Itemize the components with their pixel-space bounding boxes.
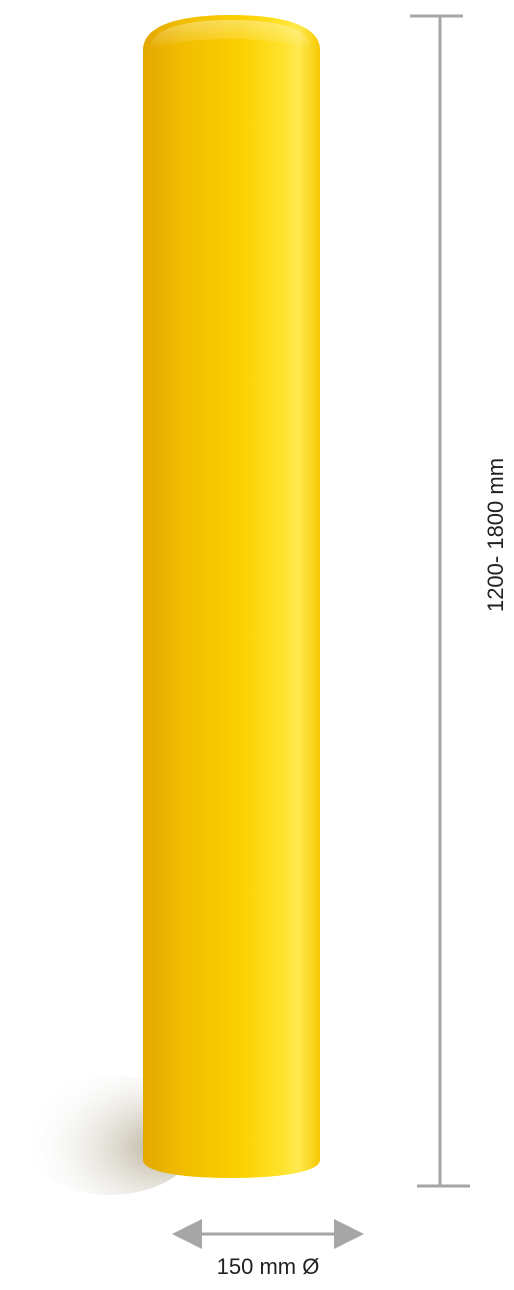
diameter-label: 150 mm Ø: [217, 1254, 320, 1279]
height-dimension: [410, 14, 470, 1188]
height-label: 1200- 1800 mm: [483, 458, 508, 612]
bollard-cap-highlight: [150, 20, 312, 50]
bollard-post: [143, 15, 320, 1178]
